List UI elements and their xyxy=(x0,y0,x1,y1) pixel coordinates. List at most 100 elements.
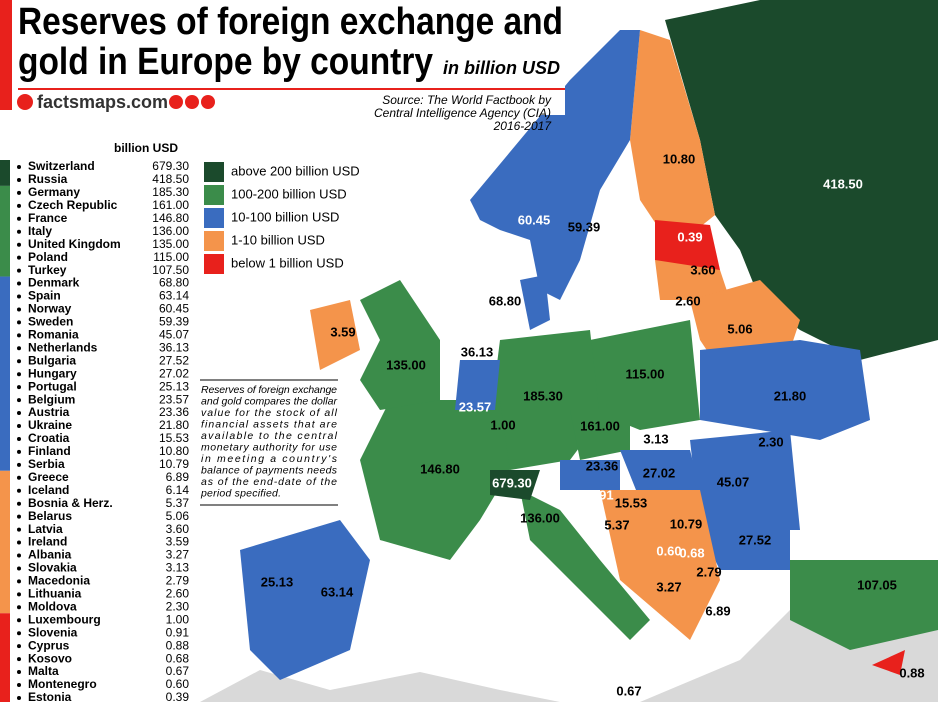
bullet xyxy=(17,683,21,687)
bullet xyxy=(17,294,21,299)
balkans xyxy=(600,490,720,640)
bullet xyxy=(17,281,21,286)
legend-swatch xyxy=(204,162,224,182)
legend-swatch xyxy=(204,254,224,274)
country-name: Montenegro xyxy=(28,677,97,691)
country-name: Albania xyxy=(28,548,72,562)
country-name: France xyxy=(28,211,68,225)
group-bar xyxy=(0,613,10,702)
map-label: 1.00 xyxy=(490,417,515,432)
social-icon xyxy=(169,95,183,109)
bullet xyxy=(17,372,21,377)
bullet xyxy=(17,488,21,493)
country-value: 27.02 xyxy=(159,366,189,380)
map-label: 6.89 xyxy=(705,603,730,618)
country-name: Norway xyxy=(28,302,72,316)
country-value: 2.60 xyxy=(166,587,190,601)
country-name: Denmark xyxy=(28,276,80,290)
country-value: 6.89 xyxy=(166,470,190,484)
list-bg xyxy=(0,115,195,702)
country-name: Bulgaria xyxy=(28,353,76,367)
country-value: 6.14 xyxy=(166,483,190,497)
country-value: 0.60 xyxy=(166,677,190,691)
latvia-lithuania xyxy=(655,260,730,300)
bullet xyxy=(17,618,21,623)
bullet xyxy=(17,501,21,506)
bullet xyxy=(17,424,21,428)
legend-swatch xyxy=(204,185,224,205)
country-value: 418.50 xyxy=(152,172,189,186)
scandinavia xyxy=(470,30,640,300)
legend-swatch xyxy=(204,231,224,251)
ireland xyxy=(310,300,360,370)
finland xyxy=(630,30,715,235)
country-value: 23.57 xyxy=(159,392,189,406)
logo: factsmaps.com xyxy=(37,92,168,112)
country-name: Switzerland xyxy=(28,159,95,173)
country-name: United Kingdom xyxy=(28,237,121,251)
country-value: 10.80 xyxy=(159,444,189,458)
bullet xyxy=(17,670,21,675)
map-label: 15.53 xyxy=(615,495,648,510)
legend: above 200 billion USD 100-200 billion USD… xyxy=(204,162,360,274)
group-bar xyxy=(0,470,10,614)
country-value: 136.00 xyxy=(152,224,189,238)
group-bar xyxy=(0,185,10,277)
country-value: 3.27 xyxy=(166,548,190,562)
social-icon xyxy=(201,95,215,109)
country-name: Turkey xyxy=(28,263,67,277)
romania xyxy=(690,430,800,530)
country-name: Latvia xyxy=(28,522,63,536)
bulgaria xyxy=(700,530,790,570)
france xyxy=(360,400,510,560)
bullet xyxy=(17,644,21,649)
other-land xyxy=(200,670,560,702)
map-label: 3.60 xyxy=(690,262,715,277)
map-label: 63.14 xyxy=(321,584,354,599)
cyprus xyxy=(872,650,905,675)
country-name: Sweden xyxy=(28,315,73,329)
country-name: Greece xyxy=(28,470,69,484)
note-line: in meeting a country's xyxy=(201,453,338,465)
map-label: 679.30 xyxy=(492,475,532,490)
note-bg xyxy=(200,380,340,505)
map-label: 60.45 xyxy=(518,212,551,227)
map-label: 0.88 xyxy=(899,665,924,680)
bullet xyxy=(17,333,21,338)
country-name: Italy xyxy=(28,224,52,238)
country-value: 185.30 xyxy=(152,185,189,199)
country-name: Austria xyxy=(28,405,70,419)
map-label: 136.00 xyxy=(520,510,560,525)
title: Reserves of foreign exchange and xyxy=(18,1,563,43)
country-value: 2.30 xyxy=(166,599,190,613)
bullet xyxy=(17,346,21,351)
hungary xyxy=(620,450,700,500)
country-name: Hungary xyxy=(28,366,77,380)
map-label: 115.00 xyxy=(625,366,664,381)
country-value: 1.00 xyxy=(166,612,190,626)
uk xyxy=(360,280,440,410)
map-label: 0.68 xyxy=(679,545,704,560)
country-name: Malta xyxy=(28,664,59,678)
country-name: Belgium xyxy=(28,392,75,406)
country-value: 68.80 xyxy=(159,276,189,290)
country-name: Romania xyxy=(28,328,79,342)
map-label: 10.80 xyxy=(663,151,696,166)
map-label: 36.13 xyxy=(461,344,494,359)
bullet xyxy=(17,255,21,260)
bullet xyxy=(17,268,21,273)
ukraine xyxy=(700,340,870,440)
country-value: 107.50 xyxy=(152,263,189,277)
bullet xyxy=(17,553,21,558)
legend-swatch xyxy=(204,208,224,228)
bullet xyxy=(17,216,21,221)
map-label: 5.37 xyxy=(604,517,629,532)
map-label: 10.79 xyxy=(670,516,703,531)
italy xyxy=(520,490,650,640)
bullet xyxy=(17,359,21,364)
country-value: 5.06 xyxy=(166,509,190,523)
bullet xyxy=(17,177,21,182)
bullet xyxy=(17,203,21,208)
country-name: Moldova xyxy=(28,599,77,613)
